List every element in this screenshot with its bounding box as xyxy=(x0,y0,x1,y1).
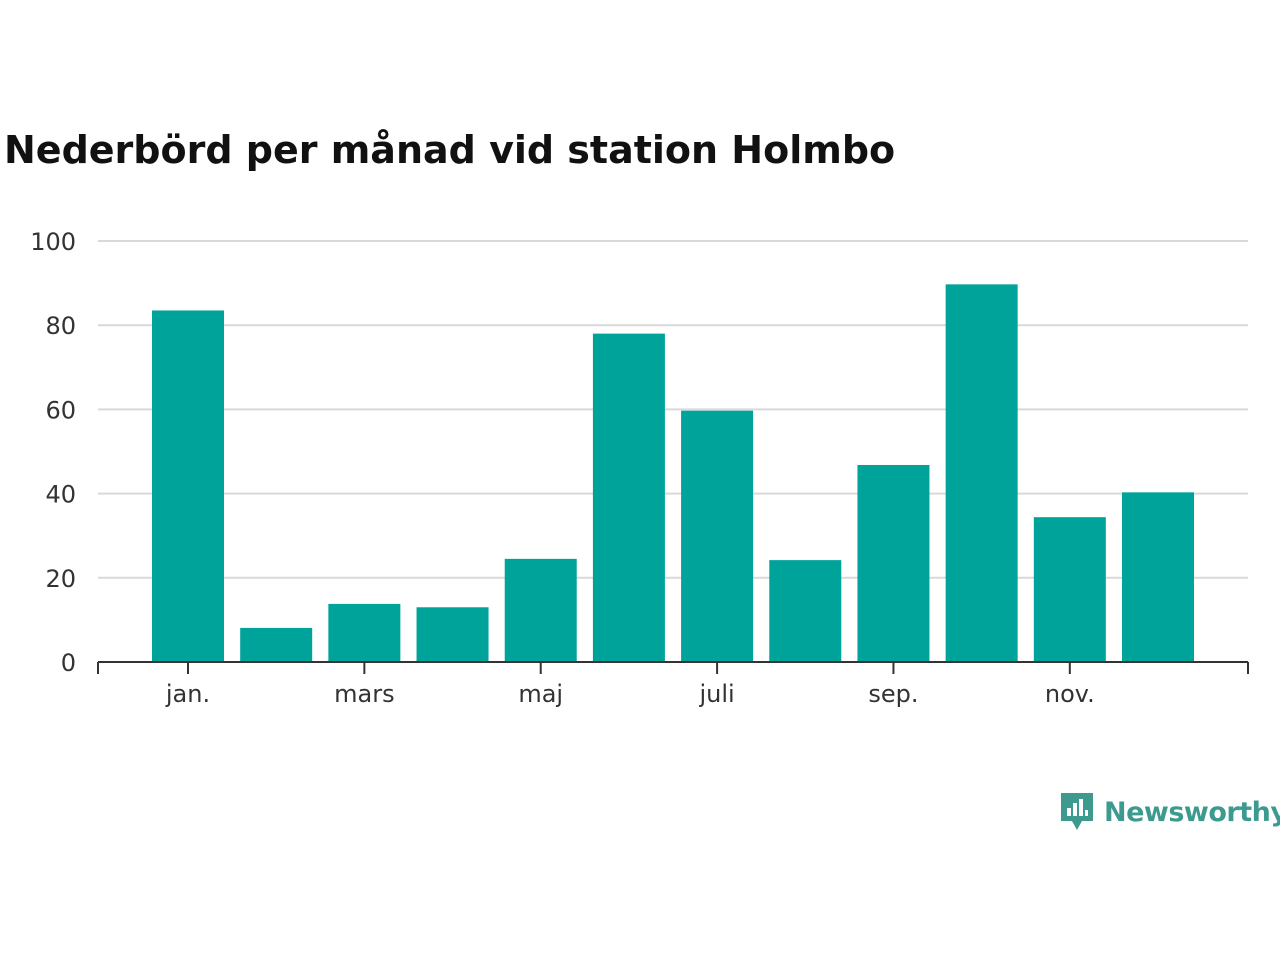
x-tick-label-sep: sep. xyxy=(868,680,918,708)
y-tick-label-100: 100 xyxy=(30,228,76,256)
x-axis-tick-labels: jan. mars maj juli sep. nov. xyxy=(165,680,1095,708)
bar-nov xyxy=(1033,517,1106,662)
newsworthy-logo-icon xyxy=(1061,793,1093,830)
x-axis xyxy=(97,661,1249,674)
y-tick-label-60: 60 xyxy=(45,396,76,424)
chart-title: Nederbörd per månad vid station Holmbo xyxy=(4,128,896,172)
x-tick-label-juli: juli xyxy=(698,680,734,708)
bar-maj xyxy=(504,558,577,662)
bar-mars xyxy=(328,603,401,662)
bar-apr xyxy=(416,607,489,662)
bar-aug xyxy=(769,560,842,662)
x-tick-label-nov: nov. xyxy=(1045,680,1095,708)
bar-sep xyxy=(857,464,930,662)
bar-dec xyxy=(1122,492,1194,662)
x-tick-label-jan: jan. xyxy=(165,680,210,708)
x-tick-label-mars: mars xyxy=(334,680,394,708)
x-tick-label-maj: maj xyxy=(518,680,563,708)
brand-logo: Newsworthy xyxy=(1058,790,1280,834)
y-tick-label-40: 40 xyxy=(45,481,76,509)
bar-juni xyxy=(592,333,665,662)
bar-juli xyxy=(681,410,754,662)
bar-feb xyxy=(240,627,313,662)
bar-okt xyxy=(945,284,1018,662)
brand-name: Newsworthy xyxy=(1104,796,1280,828)
bars xyxy=(152,284,1194,662)
y-tick-label-80: 80 xyxy=(45,312,76,340)
y-tick-label-20: 20 xyxy=(45,565,76,593)
y-tick-label-0: 0 xyxy=(61,649,76,677)
y-axis-tick-labels: 0 20 40 60 80 100 xyxy=(30,228,76,677)
bar-jan xyxy=(152,310,224,662)
